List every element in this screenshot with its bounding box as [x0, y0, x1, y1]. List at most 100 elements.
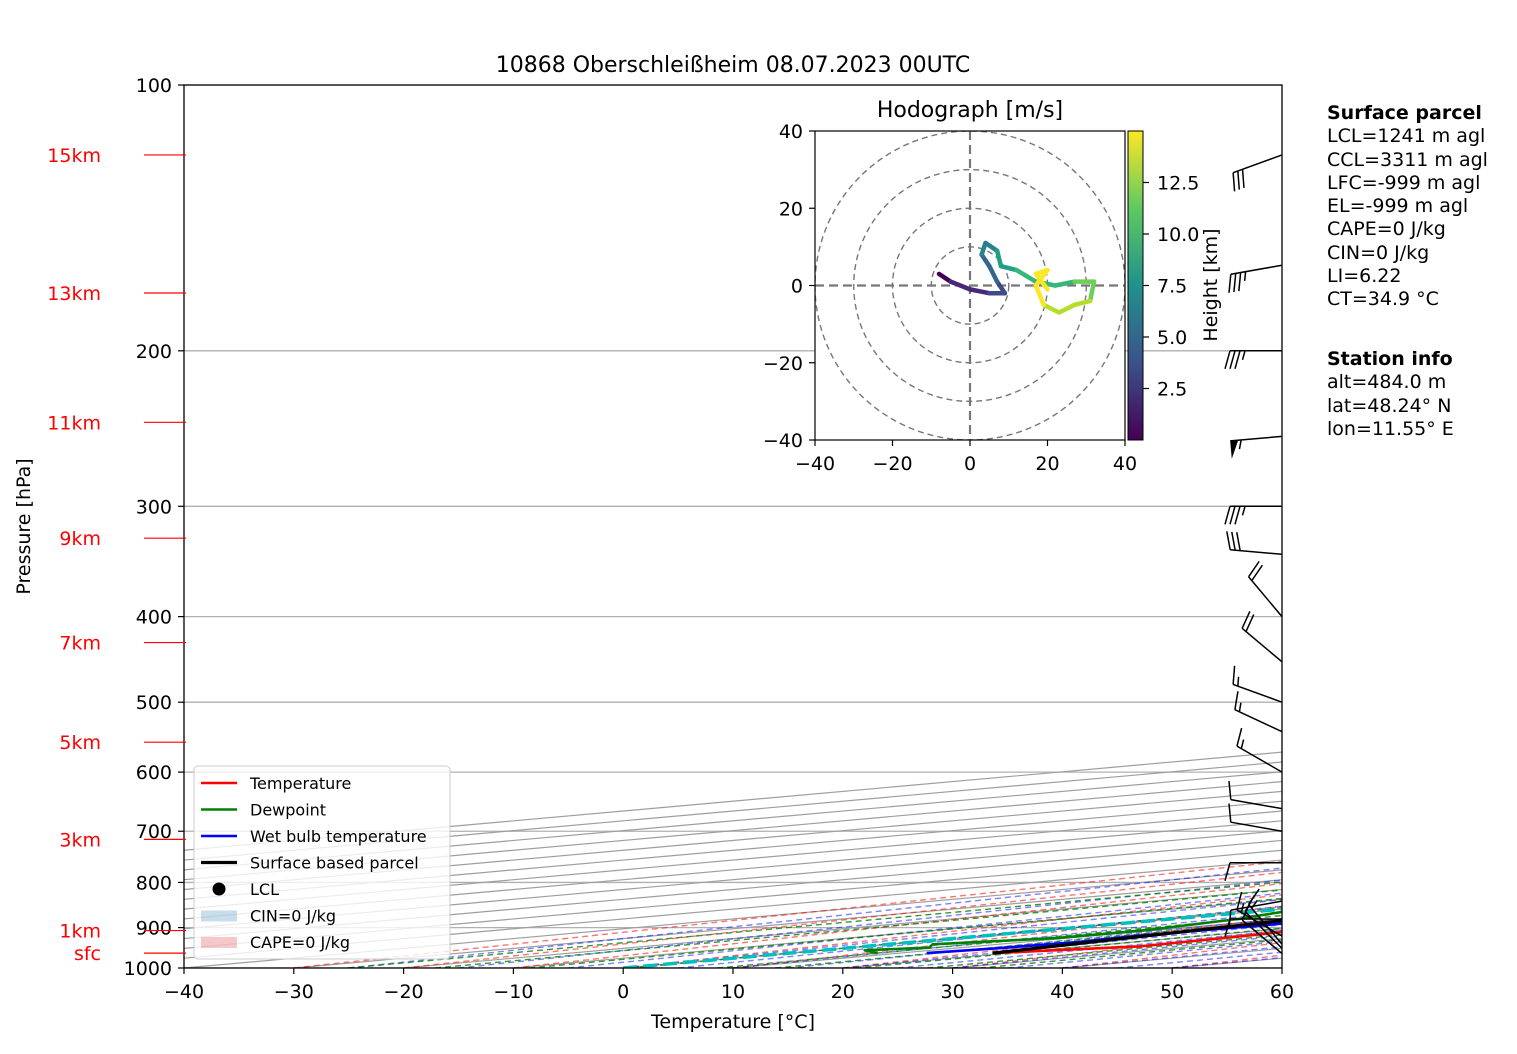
hodograph-segment	[936, 271, 953, 284]
dewpoint-line	[863, 910, 1282, 955]
x-tick-label: −40	[164, 981, 204, 1003]
dry-adiabat-line	[623, 894, 1282, 968]
surface-parcel-panel: Surface parcel LCL=1241 m agl CCL=3311 m…	[1327, 102, 1488, 312]
colorbar-label: Height [km]	[1200, 228, 1222, 341]
wind-barb	[1224, 350, 1282, 370]
legend-swatch	[201, 937, 237, 948]
wind-barb	[1241, 611, 1283, 663]
surface-parcel-line: LI=6.22	[1327, 265, 1402, 288]
station-info-heading: Station info	[1327, 348, 1453, 370]
hodograph-x-tick-label: 0	[964, 453, 976, 475]
surface-parcel-line: LFC=-999 m agl	[1327, 171, 1481, 194]
mixing-ratio-line	[855, 927, 1282, 968]
x-tick-label: 20	[831, 981, 855, 1003]
hodograph-y-tick-label: −40	[763, 430, 803, 452]
isotherm-line	[184, 810, 1282, 910]
height-label: 7km	[59, 633, 101, 655]
height-label: 9km	[59, 528, 101, 550]
mixing-ratio-line	[347, 881, 1282, 968]
hodograph-x-tick-label: −40	[795, 453, 835, 475]
dry-adiabat-line	[403, 871, 1282, 968]
wind-barb	[1228, 780, 1283, 810]
surface-parcel-line: LCL=1241 m agl	[1327, 125, 1486, 148]
wind-barb	[1228, 900, 1283, 929]
mixing-ratio-line	[927, 934, 1282, 968]
hodograph-segment	[1014, 267, 1039, 284]
y-axis-label: Pressure [hPa]	[13, 458, 35, 594]
wind-barb	[1228, 264, 1283, 293]
hodograph-segment	[983, 240, 1000, 253]
colorbar	[1127, 130, 1144, 441]
x-tick-label: −10	[493, 981, 533, 1003]
height-label: 15km	[47, 145, 101, 167]
y-tick-label: 600	[136, 762, 172, 784]
x-tick-label: 50	[1160, 981, 1184, 1003]
surface-parcel-line: CAPE=0 J/kg	[1327, 218, 1446, 241]
hodograph-segment	[1041, 302, 1062, 315]
legend-label: Temperature	[249, 774, 351, 793]
legend-label: LCL	[250, 880, 279, 899]
wind-barb	[1232, 154, 1283, 192]
wind-barb	[1226, 531, 1283, 556]
colorbar-tick-label: 10.0	[1157, 224, 1199, 246]
isotherm-line	[184, 761, 1282, 861]
moist-adiabat-line	[623, 898, 1282, 968]
isotherm-line	[184, 800, 1282, 900]
mixing-ratio-line	[629, 906, 1282, 968]
hodograph-segment	[998, 263, 1019, 273]
legend-label: Wet bulb temperature	[250, 827, 427, 846]
y-tick-label: 700	[136, 821, 172, 843]
hodograph-segment	[1072, 298, 1093, 308]
colorbar-tick-label: 2.5	[1157, 379, 1187, 401]
station-info-line: lat=48.24° N	[1327, 394, 1452, 417]
dry-adiabat-line	[1502, 85, 1517, 968]
height-label: 11km	[47, 412, 101, 434]
lcl-marker	[1306, 911, 1319, 924]
wind-barb	[1247, 560, 1283, 618]
x-tick-label: 0	[617, 981, 629, 1003]
wind-barb	[1232, 665, 1283, 703]
y-tick-label: 400	[136, 607, 172, 629]
height-label: 5km	[59, 732, 101, 754]
hodograph-segment	[994, 248, 1004, 269]
x-axis-label: Temperature [°C]	[650, 1011, 815, 1033]
wind-barb	[1224, 862, 1282, 881]
height-label: 13km	[47, 283, 101, 305]
colorbar-tick-label: 5.0	[1157, 327, 1187, 349]
hodograph-inset: Hodograph [m/s] −40 −20 0 20 40 40 20 0 −20 −40 2.5…	[763, 98, 1222, 475]
x-tick-label: 40	[1050, 981, 1074, 1003]
hodograph-segment	[967, 287, 992, 296]
height-label: 3km	[59, 829, 101, 851]
surface-parcel-line: CT=34.9 °C	[1327, 288, 1439, 311]
wind-barb	[1230, 435, 1283, 459]
hodograph-segment	[1053, 279, 1077, 288]
x-tick-label: 10	[721, 981, 745, 1003]
isotherm-line	[184, 771, 1282, 871]
surface-parcel-heading: Surface parcel	[1327, 102, 1482, 124]
station-info-panel: Station info alt=484.0 m lat=48.24° N lo…	[1327, 348, 1454, 441]
height-label: sfc	[74, 943, 101, 965]
legend: Temperature Dewpoint Wet bulb temperature S…	[193, 765, 451, 960]
legend-label: CAPE=0 J/kg	[250, 933, 350, 952]
colorbar-tick-label: 12.5	[1157, 173, 1199, 195]
wind-barb	[1228, 803, 1283, 832]
hodograph-y-tick-label: −20	[763, 353, 803, 375]
wind-barb	[1236, 727, 1283, 773]
moist-adiabat-line	[348, 867, 1282, 968]
mixing-ratio-line	[435, 889, 1282, 968]
legend-label: Dewpoint	[250, 801, 326, 820]
hodograph-segment	[994, 279, 1008, 296]
y-tick-label: 1000	[124, 958, 172, 980]
station-info-line: alt=484.0 m	[1327, 371, 1447, 394]
hodograph-segment	[1056, 302, 1077, 315]
hodograph-segment	[948, 279, 973, 292]
hodograph-segment	[1087, 279, 1097, 304]
y-tick-label: 900	[136, 918, 172, 940]
legend-swatch	[201, 910, 237, 922]
mixing-ratio-line	[775, 920, 1282, 968]
hodograph-segment	[1033, 271, 1050, 292]
y-tick-label: 300	[136, 496, 172, 518]
surface-parcel-line: CIN=0 J/kg	[1327, 241, 1430, 264]
hodograph-y-tick-label: 0	[791, 276, 803, 298]
